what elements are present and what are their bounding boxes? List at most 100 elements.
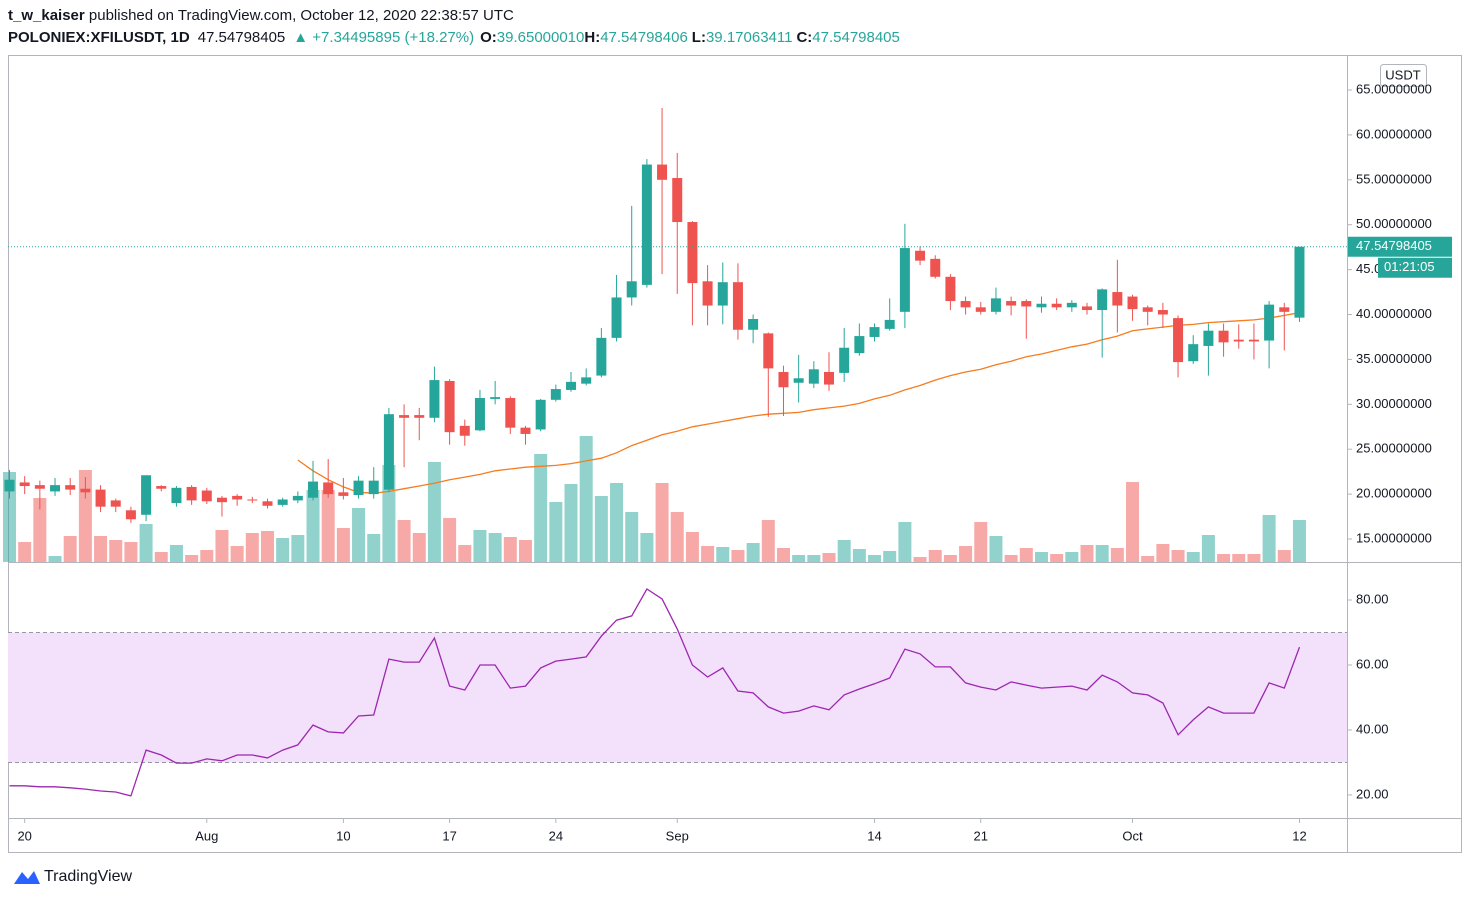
candle-body (824, 371, 835, 385)
candle-body (854, 336, 865, 354)
rsi-band (8, 632, 1347, 763)
footer-logo: TradingView (14, 868, 132, 885)
symbol-line: POLONIEX:XFILUSDT, 1D 47.54798405 ▲ +7.344… (8, 29, 900, 46)
volume-bar (1050, 554, 1064, 562)
candle-body (353, 480, 364, 496)
volume-bar (33, 498, 47, 562)
candle-body (1112, 292, 1123, 306)
volume-bar (761, 520, 775, 562)
candle-body (490, 397, 501, 399)
candle-body (960, 301, 971, 308)
published-line: t_w_kaiser published on TradingView.com,… (8, 7, 514, 24)
candle-body (65, 485, 76, 490)
y-tick-label: 60.00 (1356, 656, 1389, 671)
volume-bar (78, 470, 92, 562)
candle-body (80, 488, 91, 493)
ohlc-label: L: (692, 29, 706, 46)
x-tick-label: 17 (442, 828, 456, 843)
candle-body (1279, 307, 1290, 312)
volume-bar (716, 547, 730, 562)
unit-box (1380, 64, 1427, 87)
volume-bar (306, 490, 320, 562)
volume-bar (488, 533, 502, 562)
candle-body (1021, 301, 1032, 307)
volume-bar (291, 535, 305, 562)
candle-body (1173, 318, 1184, 363)
candle-body (915, 250, 926, 261)
volume-bar (1034, 552, 1048, 562)
volume-bar (321, 490, 335, 562)
volume-bar (124, 542, 138, 562)
x-tick-label: 10 (336, 828, 350, 843)
volume-bar (169, 545, 183, 562)
volume-bar (1065, 552, 1079, 562)
volume-bar (1141, 556, 1155, 562)
y-tick-label: 20.00 (1356, 786, 1389, 801)
volume-bar (48, 556, 62, 562)
volume-bar (792, 555, 806, 562)
candle-body (930, 258, 941, 277)
volume-bar (185, 555, 199, 562)
candle-body (277, 499, 288, 505)
volume-bar (412, 533, 426, 562)
last-price-label: 47.54798405 (1356, 238, 1432, 253)
volume-bar (503, 537, 517, 562)
candle-body (990, 298, 1001, 312)
candle-body (323, 482, 334, 495)
volume-bar (427, 462, 441, 562)
candle-body (232, 495, 243, 500)
volume-bar (974, 522, 988, 562)
volume-bar (549, 502, 563, 562)
volume-bar (230, 546, 244, 562)
volume-bar (109, 540, 123, 562)
candle-body (141, 475, 152, 515)
x-tick-label: Aug (195, 828, 218, 843)
y-tick-label: 65.00000000 (1356, 81, 1432, 96)
candle-body (1264, 304, 1275, 341)
candle-body (34, 485, 45, 489)
volume-bar (443, 518, 457, 562)
volume-bar (989, 536, 1003, 562)
candle-body (247, 499, 258, 501)
rsi-line (9, 588, 1301, 797)
candle-body (1036, 303, 1047, 308)
volume-bar (200, 550, 214, 562)
candle-body (474, 398, 485, 431)
candle-body (1142, 307, 1153, 312)
candle-body (1218, 330, 1229, 343)
volume-bar (640, 533, 654, 562)
candle-body (566, 381, 577, 390)
candle-body (110, 500, 121, 507)
volume-bar (63, 536, 77, 562)
y-tick-label: 40.00000000 (1356, 306, 1432, 321)
x-tick-label: Sep (666, 828, 689, 843)
volume-bar (701, 546, 715, 562)
volume-bar (154, 552, 168, 562)
volume-bar (670, 512, 684, 562)
y-tick-label: 50.00000000 (1356, 216, 1432, 231)
candle-body (505, 398, 516, 428)
ohlc-value: 47.54798406 (600, 29, 688, 46)
volume-bar (1277, 550, 1291, 562)
candle-body (884, 319, 895, 329)
volume-bar (518, 540, 532, 562)
volume-bar (959, 546, 973, 562)
volume-bar (837, 540, 851, 562)
candle-body (429, 380, 440, 418)
candle-body (171, 487, 182, 504)
candle-body (383, 414, 394, 490)
candle-body (1157, 310, 1168, 315)
y-tick-label: 80.00 (1356, 591, 1389, 606)
candle-body (19, 482, 30, 487)
candle-body (535, 399, 546, 430)
volume-bar (367, 534, 381, 562)
y-tick-label: 20.00000000 (1356, 486, 1432, 501)
candle-body (520, 427, 531, 434)
volume-bar (18, 542, 32, 562)
volume-bar (746, 543, 760, 562)
ohlc-value: 47.54798405 (812, 29, 900, 46)
volume-bar (898, 522, 912, 562)
candle-body (1066, 302, 1077, 308)
candle-body (945, 276, 956, 302)
volume-bar (215, 530, 229, 562)
